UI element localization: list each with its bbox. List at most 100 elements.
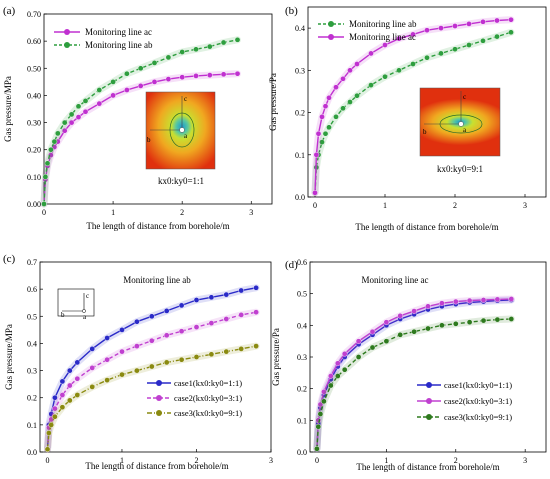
data-point-d-2 — [355, 354, 362, 360]
data-point-c-1 — [148, 337, 155, 344]
legend-marker-c-1 — [156, 395, 162, 401]
data-point-a-0 — [61, 127, 68, 134]
x-axis-label-d: The length of distance from borehole/m — [356, 462, 499, 472]
data-point-a-0 — [124, 87, 130, 93]
y-axis-label-c: Gas pressure/MPa — [4, 324, 14, 390]
data-point-d-1 — [508, 296, 515, 302]
data-point-d-2 — [315, 423, 322, 430]
data-point-b-1 — [313, 151, 320, 158]
data-point-a-1 — [82, 98, 89, 104]
data-point-c-2 — [148, 363, 155, 370]
legend-label-a-1: Monitoring line ab — [85, 40, 153, 50]
data-point-b-0 — [508, 29, 514, 36]
data-point-b-0 — [438, 50, 444, 57]
data-point-c-2 — [134, 367, 140, 374]
legend-b: Monitoring line ab Monitoring line ac — [318, 19, 417, 42]
data-point-c-0 — [208, 294, 215, 301]
series-group-d — [313, 295, 515, 453]
x-tick-label-c: 1 — [120, 456, 124, 465]
legend-a: Monitoring line ac Monitoring line ab — [54, 27, 153, 50]
data-point-a-1 — [206, 43, 213, 50]
inset-contour-b: c b a — [419, 87, 501, 157]
data-point-a-0 — [75, 114, 82, 120]
data-point-c-0 — [134, 318, 140, 325]
data-point-c-0 — [148, 313, 155, 320]
data-point-c-2 — [223, 348, 230, 355]
data-point-c-2 — [67, 397, 73, 404]
data-point-c-0 — [119, 327, 125, 333]
series-group-b — [311, 16, 515, 197]
data-point-c-1 — [119, 348, 125, 355]
data-point-c-2 — [52, 413, 58, 420]
y-axis-label-a: Gas pressure/MPa — [3, 76, 13, 142]
data-point-b-0 — [322, 130, 329, 137]
data-point-b-0 — [354, 92, 360, 99]
data-point-b-0 — [480, 38, 486, 44]
data-point-c-2 — [44, 446, 51, 453]
data-point-c-1 — [238, 312, 244, 318]
chart-title-d: Monitoring line ac — [362, 275, 429, 285]
data-point-c-0 — [59, 378, 66, 385]
data-point-b-0 — [424, 54, 430, 61]
inset-label-b-c: b — [61, 311, 65, 319]
y-tick-label-a: 0.70 — [27, 10, 41, 19]
data-point-c-1 — [178, 328, 185, 335]
data-point-d-1 — [341, 350, 348, 357]
x-tick-label-a: 0 — [42, 208, 46, 217]
legend-marker-a-0 — [64, 29, 70, 35]
series-group-a — [40, 36, 241, 208]
y-tick-label-b: 0.2 — [295, 109, 305, 118]
legend-marker-d-1 — [426, 398, 432, 404]
x-tick-label-c: 3 — [269, 456, 273, 465]
data-point-d-2 — [317, 411, 324, 417]
legend-label-d-2: case3(kx0:ky0=9:1) — [444, 412, 512, 422]
inset-label-b-a: b — [147, 136, 151, 144]
y-tick-label-a: 0.40 — [27, 91, 41, 100]
data-point-d-1 — [321, 388, 327, 395]
data-point-b-1 — [396, 35, 402, 42]
panel-label-c: (c) — [3, 253, 16, 265]
legend-marker-d-2 — [426, 414, 432, 420]
data-point-c-2 — [238, 346, 244, 352]
legend-marker-b-1 — [328, 34, 334, 40]
data-point-c-1 — [163, 332, 170, 339]
data-point-b-1 — [466, 21, 472, 27]
data-point-d-2 — [334, 373, 341, 379]
data-point-d-2 — [369, 344, 376, 351]
y-tick-label-b: 0.4 — [295, 24, 305, 33]
legend-label-c-2: case3(kx0:ky0=9:1) — [174, 408, 242, 418]
data-point-b-1 — [319, 114, 325, 120]
data-point-d-2 — [411, 328, 417, 335]
data-point-a-0 — [234, 70, 241, 77]
data-point-d-2 — [480, 317, 487, 324]
x-axis-label-a: The length of distance from borehole/m — [86, 221, 229, 231]
data-point-c-2 — [74, 392, 81, 398]
inset-schematic-c: c b a — [57, 288, 95, 321]
data-point-a-0 — [220, 71, 227, 78]
panel-label-b: (b) — [285, 5, 298, 17]
data-point-a-1 — [55, 130, 61, 137]
y-tick-label-d: 0.2 — [297, 385, 307, 394]
y-tick-label-a: 0.00 — [27, 200, 41, 209]
data-point-c-1 — [52, 405, 58, 412]
x-tick-label-d: 0 — [315, 456, 319, 465]
legend-marker-c-2 — [156, 410, 162, 416]
legend-label-c-1: case2(kx0:ky0=3:1) — [174, 393, 242, 403]
inset-label-c-a: c — [184, 95, 187, 103]
legend-d: case1(kx0:ky0=1:1) case2(kx0:ky0=3:1) ca… — [417, 380, 512, 422]
data-point-b-0 — [382, 73, 388, 80]
data-point-a-1 — [51, 138, 58, 145]
y-tick-label-d: 0.3 — [297, 353, 307, 362]
data-point-b-1 — [480, 18, 486, 25]
data-point-d-1 — [327, 373, 334, 379]
data-point-d-1 — [480, 297, 487, 303]
legend-label-a-0: Monitoring line ac — [85, 27, 152, 37]
y-axis-label-d: Gas pressure/Pa — [271, 328, 281, 386]
data-point-d-2 — [494, 316, 501, 323]
data-point-d-1 — [466, 297, 473, 304]
legend-marker-d-0 — [426, 382, 432, 388]
data-point-a-0 — [82, 108, 89, 115]
x-tick-label-d: 2 — [454, 456, 458, 465]
data-point-c-1 — [67, 382, 73, 389]
data-point-d-1 — [425, 303, 431, 310]
